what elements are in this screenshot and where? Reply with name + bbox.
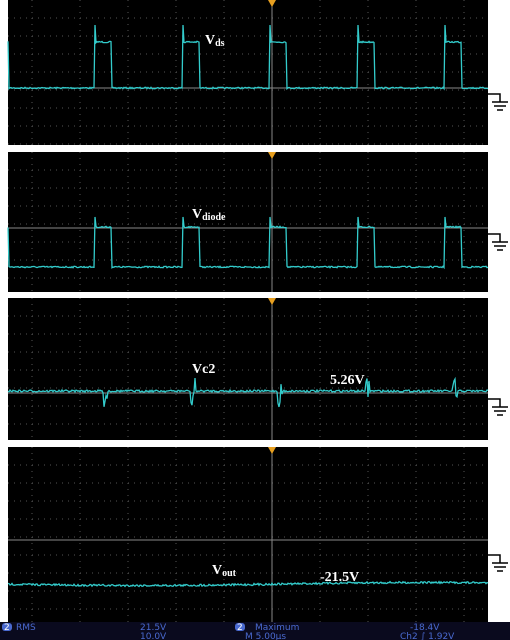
panel-reading: 5.26V — [330, 373, 365, 388]
status-bar: 2 RMS 21.5V 2 Maximum -18.4V 10.0V M 5.0… — [0, 622, 510, 640]
scope-panel — [8, 152, 488, 292]
ground-symbol — [488, 399, 508, 415]
scope-panel — [8, 447, 488, 622]
timebase: M 5.00µs — [245, 632, 286, 640]
trigger: Ch2 ∫ 1.92V — [400, 632, 455, 640]
panel-reading: -21.5V — [320, 570, 359, 585]
measure-name: RMS — [16, 623, 36, 633]
ground-symbol — [488, 234, 508, 250]
channel-badge: 2 — [237, 623, 243, 633]
channel-badge: 2 — [4, 623, 10, 633]
panel-label: Vc2 — [192, 362, 215, 377]
scale: 10.0V — [140, 632, 167, 640]
ground-symbol — [488, 555, 508, 571]
scope-figure: Vds Vdiode Vc2 5.26V Vout -21.5V 2 RMS 2… — [0, 0, 510, 640]
ground-symbol — [488, 94, 508, 110]
